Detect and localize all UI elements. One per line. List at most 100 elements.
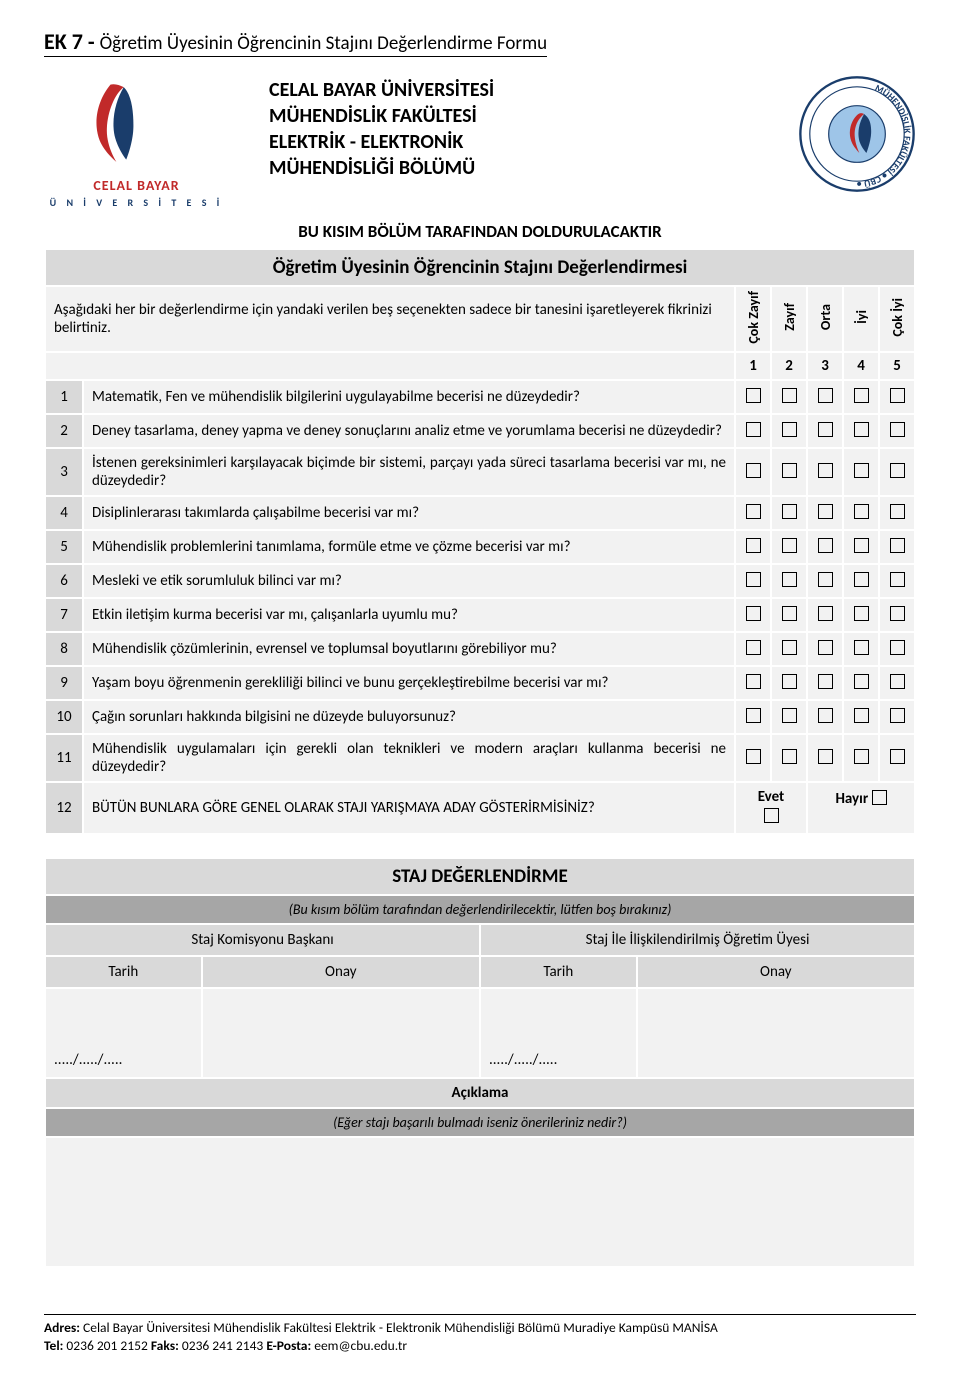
page-footer: Adres: Celal Bayar Üniversitesi Mühendis… [44,1314,916,1355]
q6-opt4[interactable] [843,564,879,598]
footer-adres-label: Adres: [44,1319,80,1336]
header-center: CELAL BAYAR ÜNİVERSİTESİ MÜHENDİSLİK FAK… [229,75,776,181]
q8-opt1[interactable] [735,632,771,666]
university-name: CELAL BAYAR ÜNİVERSİTESİ [269,77,776,103]
q2-num: 2 [45,414,83,448]
q11-opt3[interactable] [807,734,843,782]
q1-opt4[interactable] [843,380,879,414]
q1-opt1[interactable] [735,380,771,414]
q11-opt1[interactable] [735,734,771,782]
q3-text: İstenen gereksinimleri karşılayacak biçi… [83,448,735,496]
sig-onay-1[interactable] [202,988,480,1078]
sig-date-1[interactable]: ...../...../..... [45,988,202,1078]
q12-yes[interactable]: Evet [735,782,807,834]
q5-num: 5 [45,530,83,564]
q10-opt2[interactable] [771,700,807,734]
scale-head-4: İyi [843,286,879,353]
q4-opt5[interactable] [879,496,915,530]
q2-opt4[interactable] [843,414,879,448]
sig-role-1: Staj Komisyonu Başkanı [45,924,480,956]
q7-num: 7 [45,598,83,632]
footer-faks: 0236 241 2143 [179,1337,266,1354]
eval-title: Öğretim Üyesinin Öğrencinin Stajını Değe… [45,249,915,286]
q9-opt5[interactable] [879,666,915,700]
q9-opt1[interactable] [735,666,771,700]
q8-opt2[interactable] [771,632,807,666]
q3-opt2[interactable] [771,448,807,496]
q5-opt3[interactable] [807,530,843,564]
q1-opt2[interactable] [771,380,807,414]
q11-text: Mühendislik uygulamaları için gerekli ol… [83,734,735,782]
q4-opt4[interactable] [843,496,879,530]
q9-opt2[interactable] [771,666,807,700]
q10-opt1[interactable] [735,700,771,734]
q5-opt2[interactable] [771,530,807,564]
q10-opt3[interactable] [807,700,843,734]
scale-head-3: Orta [807,286,843,353]
q1-opt3[interactable] [807,380,843,414]
scale-head-5: Çok İyi [879,286,915,353]
q2-opt5[interactable] [879,414,915,448]
blank-cell [45,352,735,380]
q9-opt4[interactable] [843,666,879,700]
q4-num: 4 [45,496,83,530]
q7-opt5[interactable] [879,598,915,632]
q7-opt1[interactable] [735,598,771,632]
sig-onay-2[interactable] [637,988,915,1078]
sig-h-tarih-2: Tarih [480,956,637,988]
q5-opt5[interactable] [879,530,915,564]
q3-opt3[interactable] [807,448,843,496]
logo-brand-text: CELAL BAYAR [44,177,229,194]
q7-opt4[interactable] [843,598,879,632]
q10-opt5[interactable] [879,700,915,734]
sig-role-2: Staj İle İlişkilendirilmiş Öğretim Üyesi [480,924,915,956]
footer-tel: 0236 201 2152 [63,1337,150,1354]
sig-exp-body[interactable] [45,1137,915,1267]
q4-opt1[interactable] [735,496,771,530]
sig-subtitle: (Bu kısım bölüm tarafından değerlendiril… [45,895,915,924]
q6-opt5[interactable] [879,564,915,598]
q8-opt4[interactable] [843,632,879,666]
q7-opt3[interactable] [807,598,843,632]
q4-opt3[interactable] [807,496,843,530]
q3-opt4[interactable] [843,448,879,496]
scale-num-4: 4 [843,352,879,380]
q9-num: 9 [45,666,83,700]
q8-text: Mühendislik çözümlerinin, evrensel ve to… [83,632,735,666]
q3-opt5[interactable] [879,448,915,496]
sig-exp-title: Açıklama [45,1078,915,1108]
dept-line1: ELEKTRİK - ELEKTRONİK [269,129,776,155]
q6-opt2[interactable] [771,564,807,598]
q1-text: Matematik, Fen ve mühendislik bilgilerin… [83,380,735,414]
q6-opt3[interactable] [807,564,843,598]
q9-text: Yaşam boyu öğrenmenin gerekliliği bilinc… [83,666,735,700]
q2-opt3[interactable] [807,414,843,448]
q6-opt1[interactable] [735,564,771,598]
scale-num-2: 2 [771,352,807,380]
q8-opt5[interactable] [879,632,915,666]
logo-sub-text: Ü N İ V E R S İ T E S İ [44,196,229,209]
q11-opt5[interactable] [879,734,915,782]
sig-date-2[interactable]: ...../...../..... [480,988,637,1078]
sig-exp-sub: (Eğer stajı başarılı bulmadı iseniz öner… [45,1108,915,1137]
q4-text: Disiplinlerarası takımlarda çalışabilme … [83,496,735,530]
q11-opt4[interactable] [843,734,879,782]
q1-opt5[interactable] [879,380,915,414]
q4-opt2[interactable] [771,496,807,530]
q5-opt1[interactable] [735,530,771,564]
q3-opt1[interactable] [735,448,771,496]
q3-num: 3 [45,448,83,496]
q5-opt4[interactable] [843,530,879,564]
q11-opt2[interactable] [771,734,807,782]
sig-h-onay-1: Onay [202,956,480,988]
q7-opt2[interactable] [771,598,807,632]
q9-opt3[interactable] [807,666,843,700]
scale-num-5: 5 [879,352,915,380]
q2-opt2[interactable] [771,414,807,448]
q10-opt4[interactable] [843,700,879,734]
evaluation-table: Öğretim Üyesinin Öğrencinin Stajını Değe… [44,248,916,836]
q2-opt1[interactable] [735,414,771,448]
q12-no[interactable]: Hayır [807,782,915,834]
q6-num: 6 [45,564,83,598]
q8-opt3[interactable] [807,632,843,666]
